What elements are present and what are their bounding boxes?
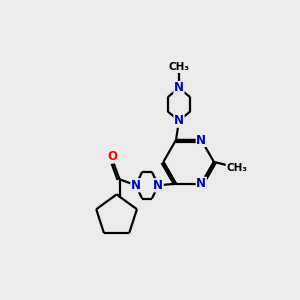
Text: CH₃: CH₃ [226,163,247,173]
Text: N: N [196,177,206,190]
Text: N: N [174,82,184,94]
Text: O: O [107,150,117,163]
Text: N: N [174,114,184,127]
Text: CH₃: CH₃ [169,62,190,72]
Text: N: N [153,179,163,192]
Text: N: N [196,134,206,146]
Text: N: N [131,179,141,192]
